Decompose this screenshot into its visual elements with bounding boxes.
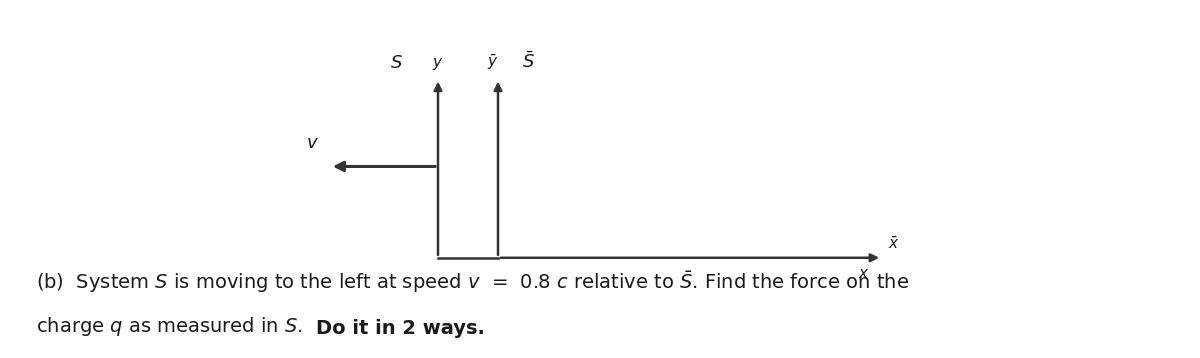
Text: $y$: $y$	[432, 55, 444, 72]
Text: $\bar{x}$: $\bar{x}$	[888, 236, 900, 252]
Text: Do it in 2 ways.: Do it in 2 ways.	[316, 319, 485, 338]
Text: $\bar{S}$: $\bar{S}$	[522, 51, 535, 72]
Text: $\bar{y}$: $\bar{y}$	[487, 53, 499, 72]
Text: $S$: $S$	[390, 54, 403, 72]
Text: charge $q$ as measured in $S$.: charge $q$ as measured in $S$.	[36, 315, 311, 338]
Text: $v$: $v$	[306, 134, 319, 152]
Text: $x$: $x$	[858, 266, 870, 281]
Text: (b)  System $S$ is moving to the left at speed $v$  =  0.8 $c$ relative to $\bar: (b) System $S$ is moving to the left at …	[36, 270, 910, 295]
